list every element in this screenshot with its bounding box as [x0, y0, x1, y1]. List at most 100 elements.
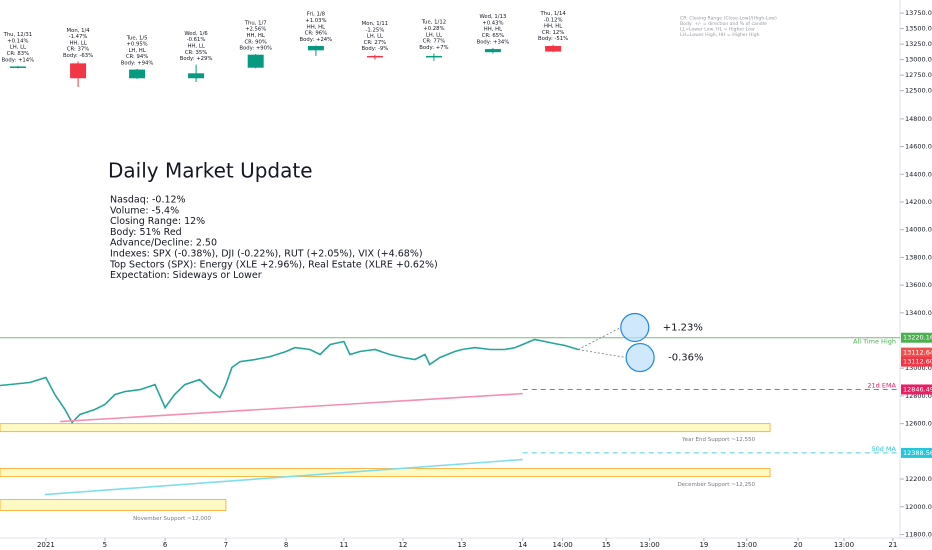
price-tag	[901, 332, 932, 343]
x-tick-label: 2021	[37, 541, 55, 549]
x-tick-label: 12	[398, 541, 407, 549]
x-tick-label: 13:00	[737, 541, 757, 549]
series-line	[0, 338, 579, 424]
y2-tick-label: 12500.00	[905, 87, 932, 95]
note-line: Expectation: Sideways or Lower	[110, 270, 262, 281]
candle-label: CR: 77%	[423, 39, 445, 45]
support-zone	[0, 423, 771, 433]
y2-tick-label: 12750.00	[905, 71, 932, 79]
price-tag	[901, 347, 932, 358]
zone-label: December Support ~12,250	[677, 482, 755, 488]
candle-label: CR: 12%	[542, 30, 564, 36]
level-label: 50d MA	[871, 445, 896, 453]
candle-label: CR: 90%	[244, 39, 266, 45]
price-tag-label: 13112.64	[903, 349, 932, 357]
y-tick-label: 11800.00	[905, 530, 932, 538]
series-line	[60, 392, 523, 423]
candle-label: CR: 94%	[126, 54, 148, 60]
y-tick-label: 14000.00	[905, 226, 932, 234]
x-tick-label: 7	[224, 541, 228, 549]
candle-label: Wed, 1/6	[184, 31, 208, 37]
y-tick-label: 12800.00	[905, 392, 932, 400]
candle-label: Thu, 1/7	[244, 20, 267, 26]
support-zone	[0, 468, 771, 477]
candle-label: +0.95%	[126, 42, 147, 48]
x-tick-label: 20	[794, 541, 803, 549]
note-line: Body: 51% Red	[110, 227, 182, 238]
y-tick-label: 14600.00	[905, 143, 932, 151]
candle-label: Mon, 1/11	[362, 21, 388, 27]
price-tag-label: 12388.56	[903, 449, 932, 457]
candle-label: Body: -51%	[538, 36, 568, 42]
candle-label: CR: 65%	[482, 33, 504, 39]
price-tag	[901, 447, 932, 458]
x-tick-label: 5	[103, 541, 107, 549]
legend-note: LL=Lower Low, HL = Higher Low	[680, 27, 755, 33]
y-tick-label: 13400.00	[905, 309, 932, 317]
legend-note: LH=Lower High, HH = Higher High	[680, 32, 760, 38]
candle-label: Thu, 12/31	[3, 32, 33, 38]
candle-label: HH, HL	[544, 24, 562, 30]
y-tick-label: 14800.00	[905, 115, 932, 123]
note-line: Advance/Decline: 2.50	[110, 238, 217, 249]
candle-label: Body: +24%	[300, 37, 333, 43]
projection-target	[620, 312, 650, 343]
candle-label: LH, LL	[10, 45, 26, 51]
projection-label: +1.23%	[663, 322, 703, 333]
candle-label: Tue, 1/12	[421, 20, 446, 26]
projection-path	[578, 349, 627, 358]
y-tick-label: 13600.00	[905, 281, 932, 289]
x-tick-label: 19	[699, 541, 708, 549]
candle-body	[484, 49, 501, 53]
x-tick-label: 6	[163, 541, 168, 549]
legend-note: Body: +/- = direction and % of candle	[680, 21, 767, 27]
level-label: All Time High	[853, 338, 896, 346]
candle-label: LH, HL	[128, 48, 145, 54]
y-tick-label: 14200.00	[905, 198, 932, 206]
candle-label: +2.56%	[245, 27, 266, 33]
x-tick-label: 14	[518, 541, 527, 549]
candle-label: Body: +90%	[239, 46, 272, 52]
x-tick-label: 14:00	[553, 541, 573, 549]
candle-label: Body: +29%	[180, 56, 213, 62]
y2-tick-label: 13000.00	[905, 56, 932, 64]
candle-label: CR: 27%	[364, 40, 386, 46]
candle-body	[9, 66, 26, 68]
projection-label: -0.36%	[668, 353, 703, 364]
level-label: 21d EMA	[867, 381, 896, 389]
candle-label: CR: 37%	[67, 47, 89, 53]
zone-label: Year End Support ~12,550	[681, 437, 755, 443]
note-line: Top Sectors (SPX): Energy (XLE +2.96%), …	[109, 259, 438, 270]
candle-label: Body: +34%	[477, 39, 510, 45]
y-tick-label: 12000.00	[905, 503, 932, 511]
candle-label: Wed, 1/13	[480, 14, 507, 20]
candle-label: Body: -9%	[362, 46, 389, 52]
x-tick-label: 13	[457, 541, 466, 549]
candle-label: +0.28%	[423, 26, 444, 32]
candle-label: -0.61%	[187, 37, 206, 43]
y-tick-label: 14400.00	[905, 170, 932, 178]
candle-label: HH, HL	[484, 27, 502, 33]
candle-label: HH, HL	[307, 24, 325, 30]
x-tick-label: 11	[339, 541, 348, 549]
candle-label: +1.03%	[305, 18, 326, 24]
candle-label: CR: 96%	[305, 31, 327, 37]
candle-label: HH, LL	[187, 44, 204, 50]
candle-body	[425, 55, 442, 58]
candle-label: Body: +94%	[121, 60, 154, 66]
candle-body	[366, 55, 383, 58]
x-tick-label: 15	[602, 541, 611, 549]
candle-label: HH, LL	[69, 40, 86, 46]
y2-tick-label: 13500.00	[905, 25, 932, 33]
note-line: Volume: -5.4%	[110, 205, 179, 216]
x-tick-label: 21	[888, 541, 897, 549]
legend-note: CR: Closing Range (Close-Low)/(High-Low)	[680, 16, 777, 22]
x-tick-label: 13:00	[640, 541, 660, 549]
candle-label: Thu, 1/14	[540, 11, 567, 17]
price-tag-label: 13220.16	[903, 334, 932, 342]
y-tick-label: 13800.00	[905, 253, 932, 261]
candle-body	[247, 54, 264, 68]
y-tick-label: 12200.00	[905, 475, 932, 483]
